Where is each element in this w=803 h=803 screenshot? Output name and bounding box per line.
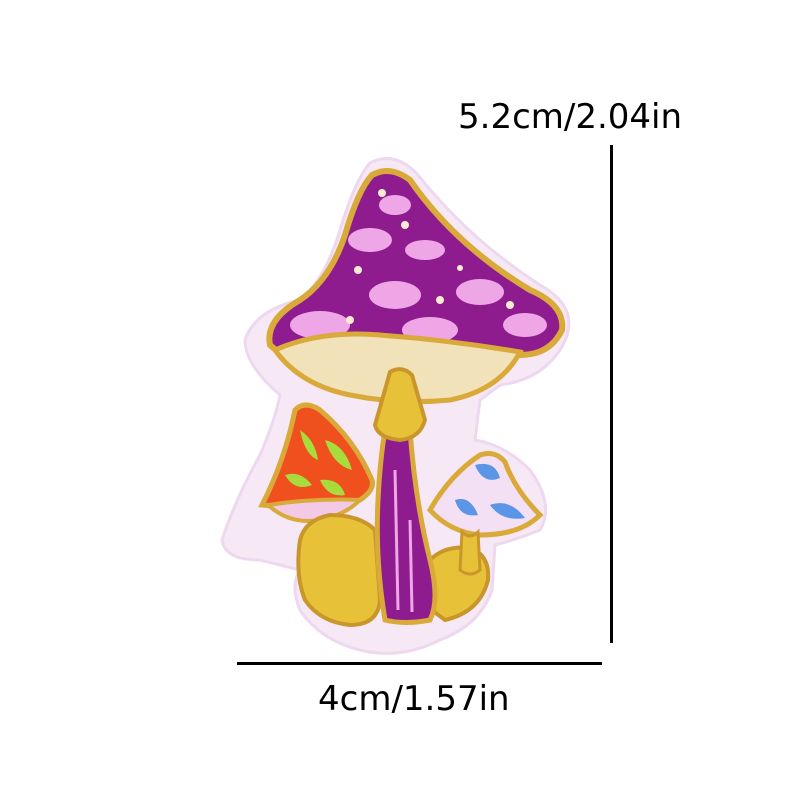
stem-stripe	[393, 469, 400, 611]
cap-dot	[457, 265, 463, 271]
cap-blotch	[503, 313, 547, 337]
cap-blotch	[456, 279, 504, 305]
orange-cap-gills	[263, 497, 365, 523]
cap-dot	[354, 266, 362, 274]
cap-blotch	[369, 281, 421, 309]
orange-cap-spot	[320, 479, 345, 496]
width-dimension-line	[237, 662, 602, 665]
blue-stem	[458, 528, 482, 576]
cap-dot	[378, 189, 386, 197]
orange-cap	[258, 402, 375, 510]
cap-dot	[436, 296, 444, 304]
cap-dot	[346, 316, 354, 324]
stem-collar	[372, 367, 428, 443]
orange-cap-spot	[325, 440, 352, 470]
blue-cap-spot	[455, 499, 478, 516]
orange-cap-spot	[300, 430, 318, 460]
height-dimension-label: 5.2cm/2.04in	[458, 97, 683, 137]
width-dimension-label: 4cm/1.57in	[318, 679, 510, 719]
blue-cap-spot	[475, 463, 500, 480]
cap-blotch	[290, 311, 350, 339]
blue-cap-spot	[490, 503, 525, 519]
cap-blotch	[348, 228, 392, 252]
orange-cap-spot	[285, 473, 312, 488]
cap-blotch	[379, 195, 411, 215]
height-dimension-line	[610, 145, 613, 643]
cap-dot	[401, 221, 409, 229]
stem-stripe	[408, 519, 414, 613]
golden-base	[296, 512, 383, 628]
cap-dot	[506, 301, 514, 309]
cap-blotch	[405, 240, 445, 260]
